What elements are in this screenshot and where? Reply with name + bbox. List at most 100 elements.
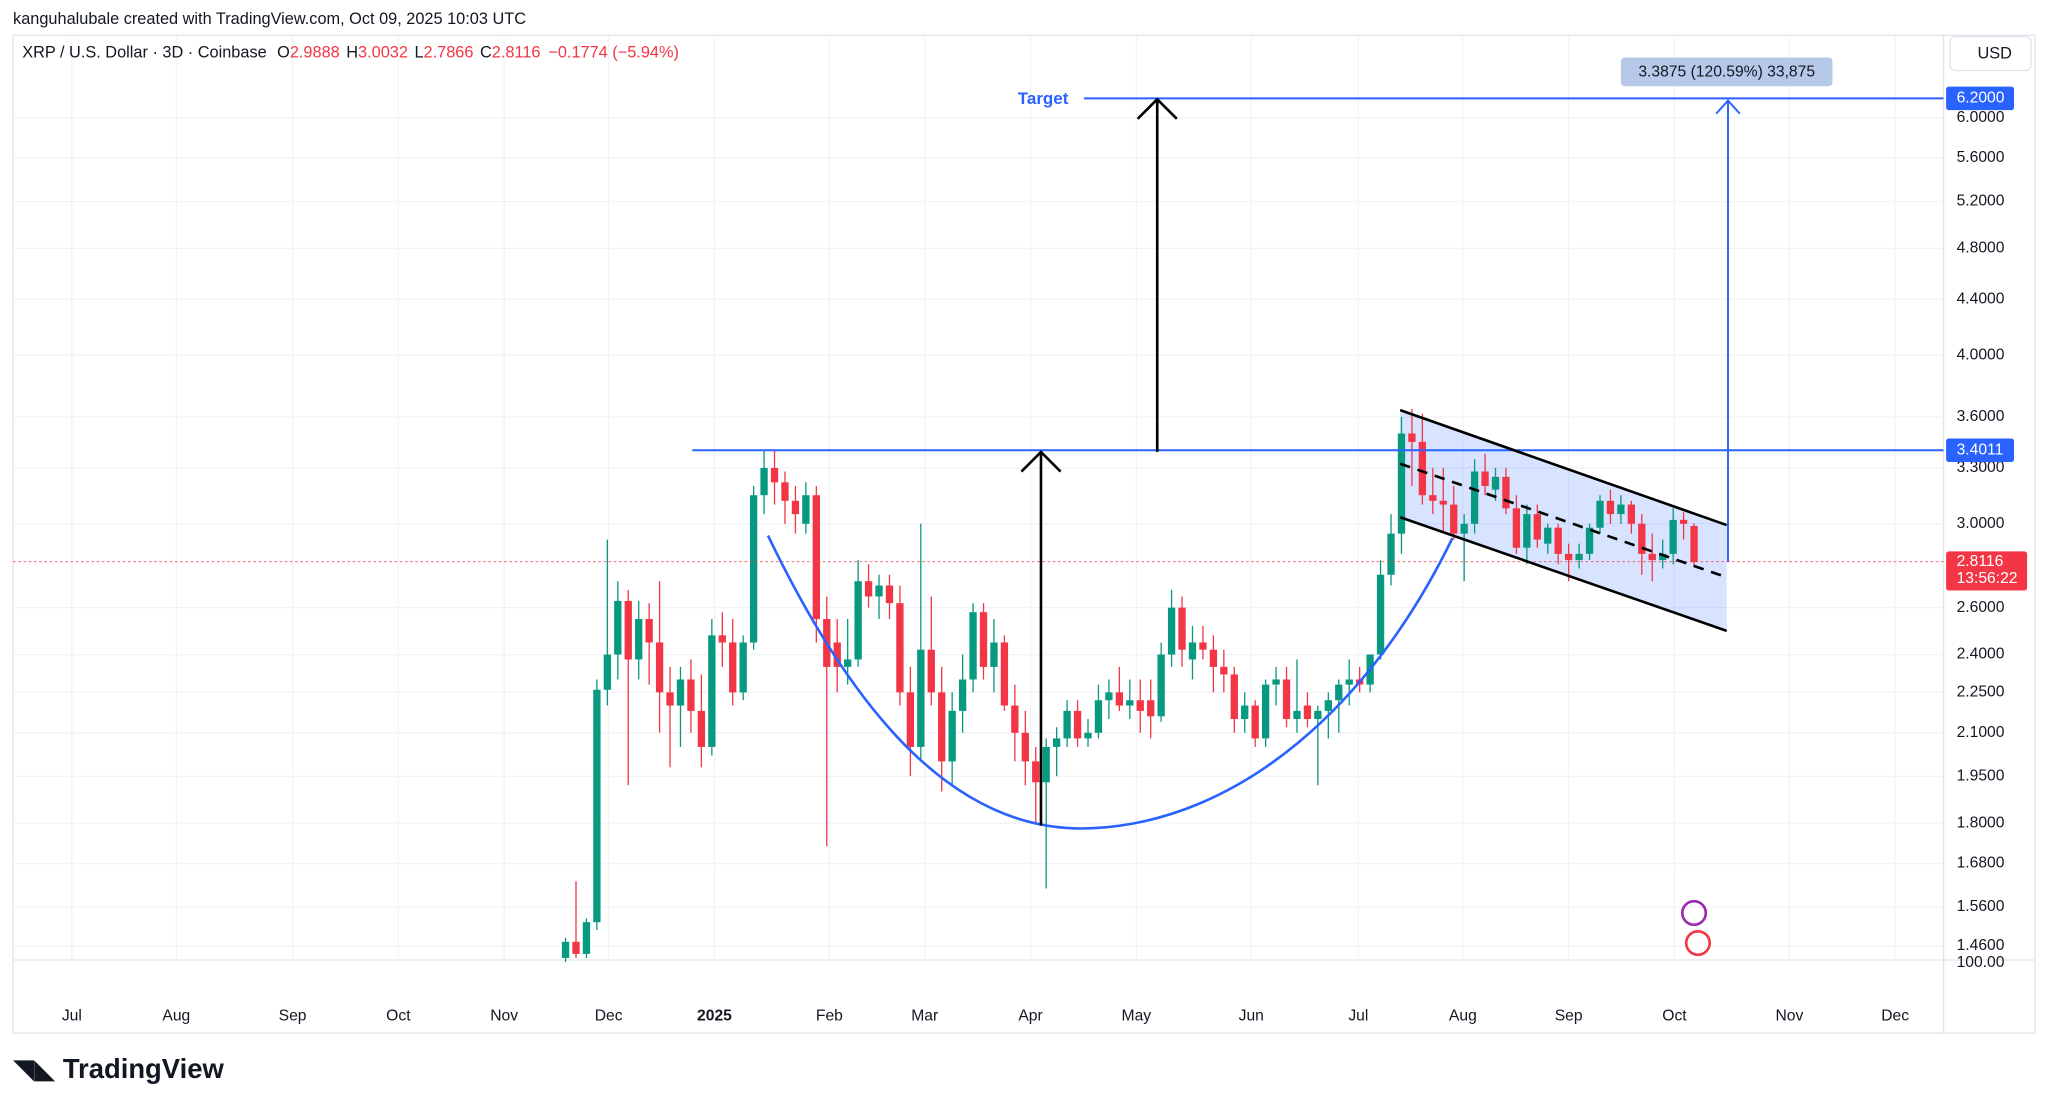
candle-body <box>1282 679 1291 720</box>
x-tick-label: Dec <box>1881 1007 1909 1024</box>
candle-body <box>885 585 894 604</box>
candle-body <box>1105 692 1113 701</box>
candle-body <box>645 619 653 643</box>
candle-body <box>1167 607 1176 655</box>
candle-body <box>697 710 706 747</box>
candle-body <box>1585 527 1594 554</box>
candle-body <box>1659 553 1667 561</box>
events-icon[interactable] <box>1680 899 1708 927</box>
candle-body <box>1324 700 1332 711</box>
candle-body <box>1032 761 1040 783</box>
candle-body <box>1084 732 1092 739</box>
legend-open: 2.9888 <box>290 44 340 62</box>
legend-close: 2.8116 <box>492 44 541 62</box>
candle-body <box>1491 476 1500 490</box>
candle-body <box>1063 710 1071 739</box>
candle-body <box>1638 523 1646 554</box>
x-tick-label: Jul <box>1348 1007 1368 1024</box>
candle-body <box>1523 514 1531 548</box>
candle-body <box>802 495 810 524</box>
candle-body <box>1272 679 1280 685</box>
candle-body <box>708 635 716 747</box>
candle-body <box>1136 700 1144 711</box>
price-label-box <box>1946 551 2028 591</box>
candle-body <box>1011 705 1019 733</box>
candles <box>561 408 1698 963</box>
x-tick-label: 2025 <box>697 1007 732 1024</box>
channel-lower <box>1399 515 1728 633</box>
candle-body <box>1188 642 1197 660</box>
candle-body <box>906 692 915 747</box>
candle-body <box>979 612 988 667</box>
legend: XRP / U.S. Dollar · 3D · Coinbase O2.9888… <box>22 44 679 62</box>
candle-body <box>1596 500 1604 528</box>
candle-body <box>969 612 977 680</box>
candle-body <box>958 679 967 711</box>
candle-body <box>1481 471 1489 486</box>
candle-body <box>582 922 591 954</box>
candle-body <box>917 649 925 747</box>
legend-low: 2.7866 <box>424 44 474 62</box>
candle-body <box>739 642 747 693</box>
candle-body <box>1230 674 1238 720</box>
candle-body <box>1606 500 1615 515</box>
candle-body <box>1460 523 1468 534</box>
x-tick-label: Oct <box>386 1007 411 1024</box>
candle-body <box>1042 746 1050 783</box>
candle-body <box>927 649 935 693</box>
candle-body <box>561 941 570 958</box>
currency-button[interactable] <box>1949 35 2032 72</box>
candle-body <box>676 679 685 706</box>
legend-h: H <box>346 44 358 62</box>
x-tick-label: Mar <box>911 1007 938 1024</box>
x-tick-label: Jul <box>62 1007 82 1024</box>
x-tick-label: Dec <box>595 1007 623 1024</box>
candle-body <box>1439 500 1447 505</box>
candle-body <box>1345 679 1353 685</box>
y-tick-label: 6.0000 <box>1957 109 2005 126</box>
y-tick-label: 2.6000 <box>1957 599 2005 616</box>
currency[interactable]: USD <box>1977 45 2011 63</box>
x-tick-label: Nov <box>490 1007 518 1024</box>
economy-icon[interactable] <box>1684 929 1712 957</box>
candle-body <box>833 642 841 667</box>
candle-body <box>1115 692 1124 706</box>
candle-body <box>666 692 674 706</box>
y-tick-label: 4.4000 <box>1957 291 2005 308</box>
candle-body <box>1554 527 1562 554</box>
candle-body <box>729 642 737 693</box>
x-tick-label: Apr <box>1018 1007 1042 1024</box>
candle-body <box>1126 700 1134 706</box>
projection-arrow-head <box>1136 97 1178 120</box>
candle-body <box>1220 666 1228 675</box>
measure-label: 3.3875 (120.59%) 33,875 <box>1638 64 1815 81</box>
candle-body <box>864 581 873 597</box>
candle-body <box>1617 504 1625 515</box>
logo: ◥◣ TradingView <box>13 1053 224 1084</box>
candle-body <box>749 495 758 643</box>
depth-arrow-head <box>1020 450 1062 473</box>
y-tick-label: 1.6800 <box>1957 855 2005 872</box>
candle-body <box>1512 508 1521 548</box>
target-label: Target <box>1018 89 1069 108</box>
candle-body <box>1575 553 1583 561</box>
x-tick-label: Sep <box>1555 1007 1583 1024</box>
candle-body <box>1314 710 1322 720</box>
candle-body <box>1073 710 1082 739</box>
target-axis-label: 6.2000 <box>1957 90 2005 107</box>
candle-body <box>1209 649 1218 667</box>
candle-body <box>1241 705 1249 720</box>
legend-c: C <box>480 44 492 62</box>
x-tick-label: Oct <box>1662 1007 1687 1024</box>
y-tick-label: 1.9500 <box>1957 767 2005 784</box>
grid <box>13 36 1944 961</box>
candle-body <box>687 679 695 711</box>
candle-body <box>875 585 883 597</box>
y-tick-label: 3.3000 <box>1957 459 2005 476</box>
y-tick-label: 2.4000 <box>1957 646 2005 663</box>
candle-body <box>1000 642 1009 706</box>
cup-curve <box>766 534 1454 830</box>
candle-body <box>655 642 664 693</box>
y-tick-label: 5.2000 <box>1957 193 2005 210</box>
